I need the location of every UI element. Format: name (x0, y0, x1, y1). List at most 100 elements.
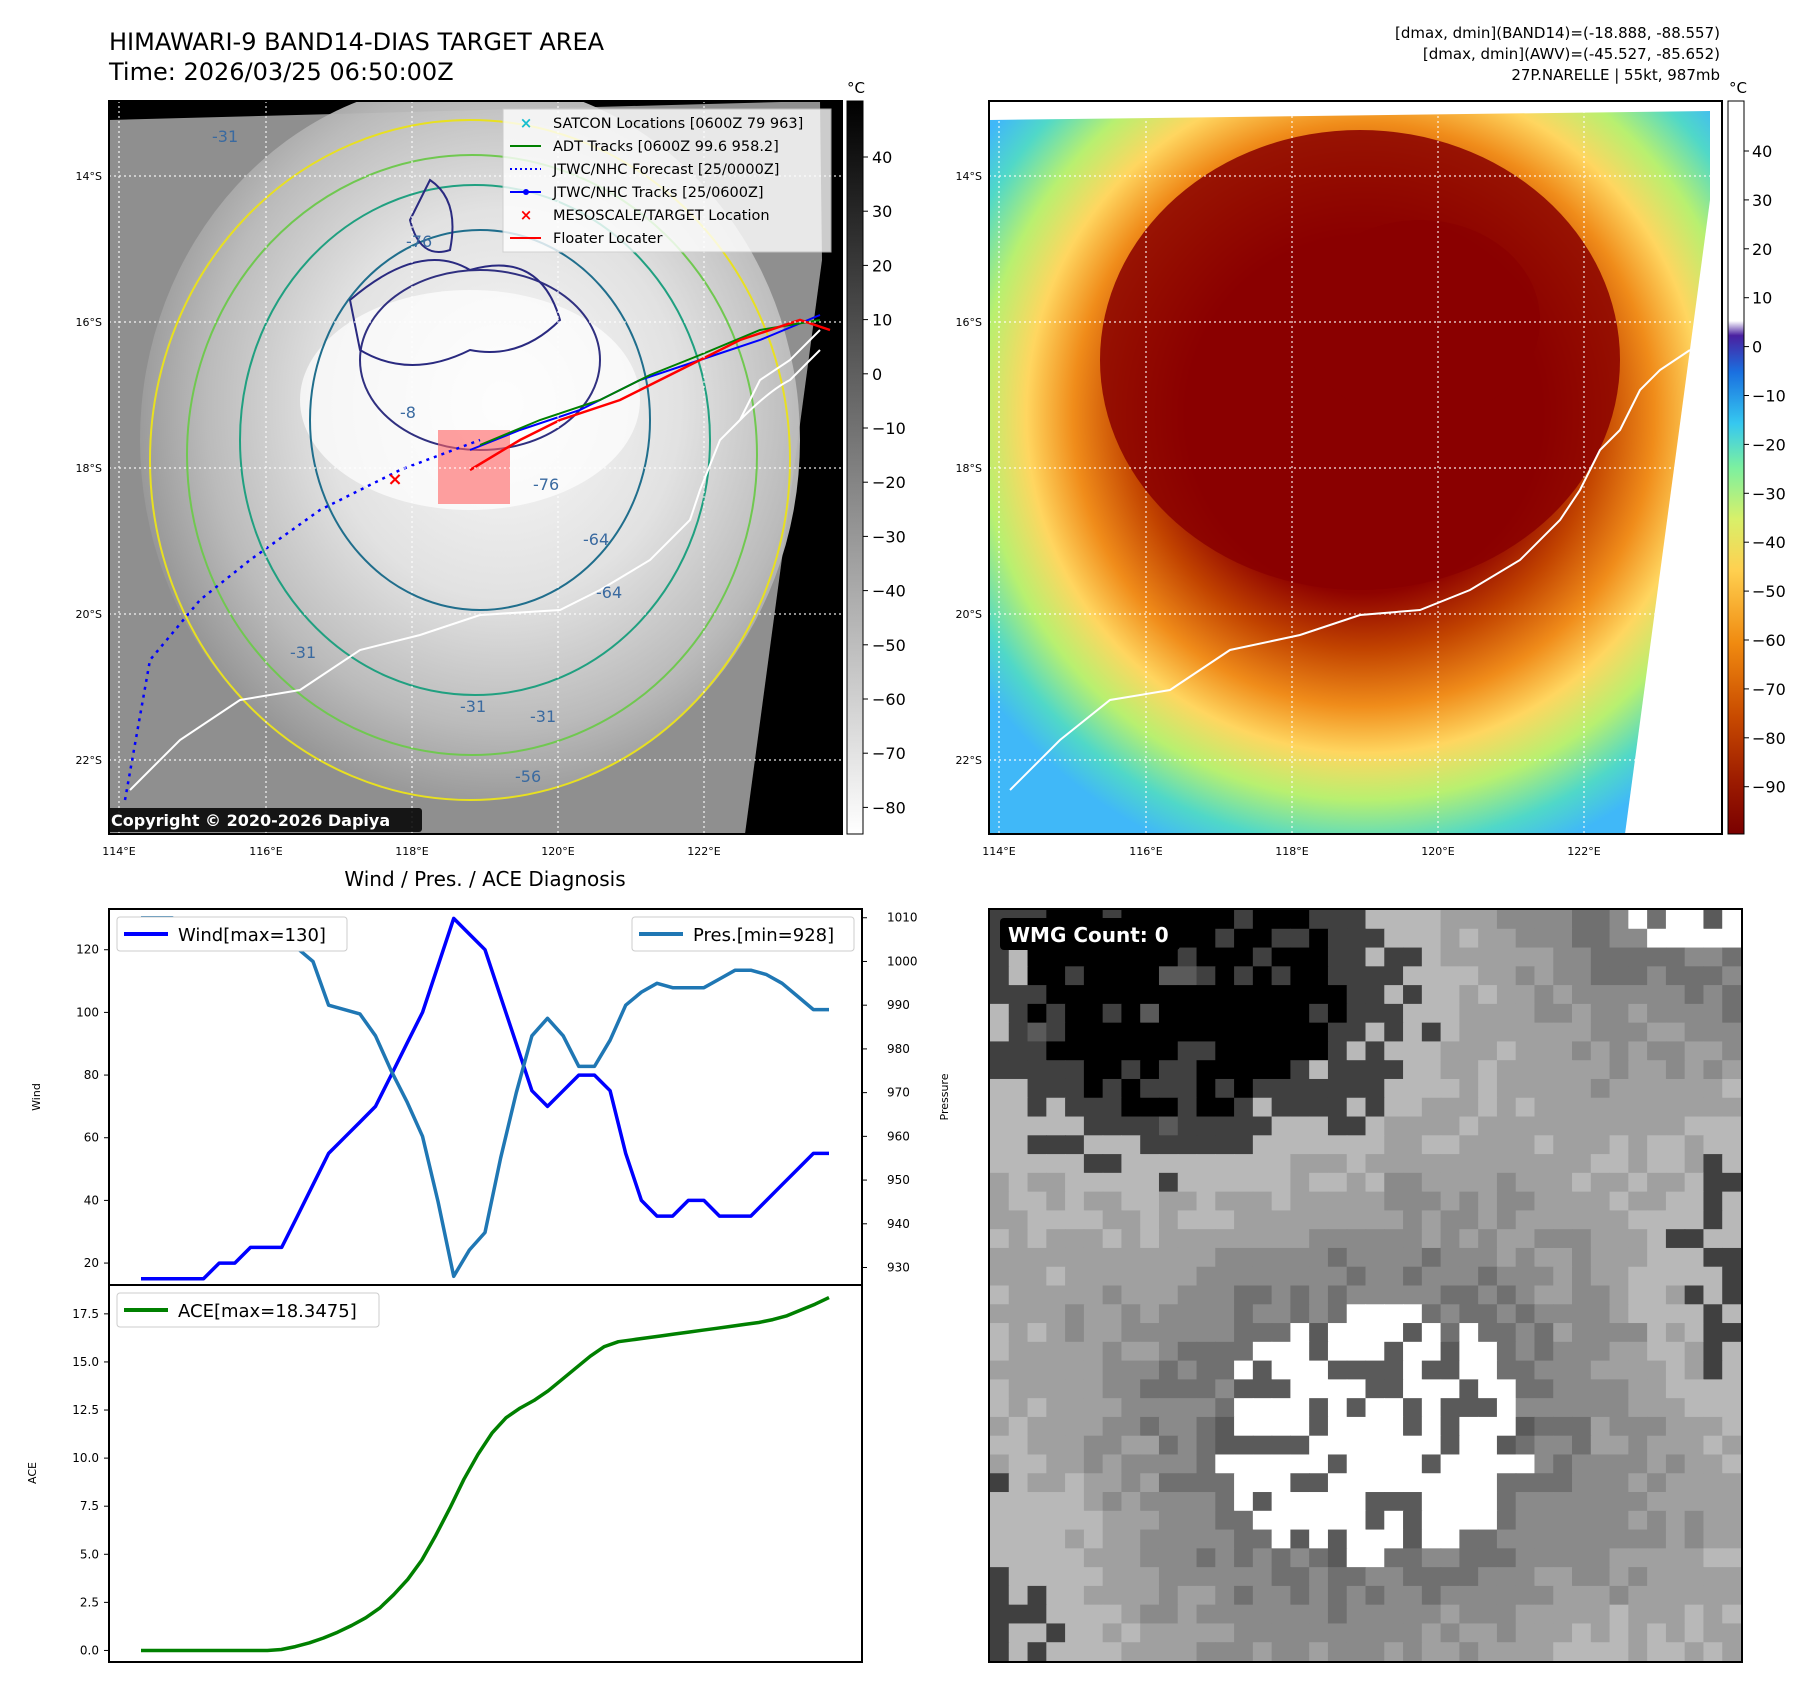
wmg-cell (990, 1623, 1010, 1643)
wmg-cell (1140, 1229, 1160, 1249)
wmg-cell (1703, 1435, 1723, 1456)
wmg-cell (1065, 1454, 1085, 1474)
wmg-cell (1365, 1642, 1385, 1662)
wmg-cell (1403, 1060, 1423, 1080)
wmg-cell (1046, 947, 1066, 967)
wmg-cell (1628, 947, 1648, 967)
wmg-cell (1553, 1285, 1573, 1305)
wmg-cell (1440, 1003, 1460, 1024)
wmg-cell (1496, 1398, 1517, 1418)
wmg-cell (1609, 1229, 1629, 1249)
wmg-cell (1215, 1078, 1235, 1099)
wmg-cell (1083, 1266, 1104, 1287)
wind-ytick-label: 20 (84, 1256, 99, 1270)
wmg-cell (1553, 1266, 1573, 1287)
wmg-cell (1196, 966, 1216, 986)
wmg-cell (1140, 1060, 1160, 1080)
wmg-cell (1459, 1022, 1479, 1043)
wmg-cell (1158, 1060, 1179, 1080)
wmg-cell (1421, 1529, 1442, 1549)
wmg-cell (1403, 1172, 1423, 1193)
wmg-cell (1440, 1229, 1460, 1249)
wmg-cell (1384, 1191, 1404, 1212)
wmg-cell (1384, 1041, 1404, 1061)
wmg-cell (1421, 1060, 1442, 1080)
wmg-cell (1102, 1341, 1123, 1362)
ir-colorbar-tick-label: −20 (872, 473, 906, 492)
wmg-cell (1459, 1078, 1479, 1099)
wmg-cell (1177, 1529, 1198, 1549)
wmg-cell (1158, 1003, 1179, 1024)
wmg-cell (1384, 1623, 1404, 1643)
wmg-cell (1215, 1135, 1235, 1155)
wmg-cell (1665, 1191, 1686, 1212)
wmg-cell (1496, 1379, 1517, 1399)
wmg-cell (1065, 1022, 1085, 1043)
wmg-cell (1478, 1266, 1498, 1287)
wmg-cell (1722, 1341, 1742, 1362)
wmg-cell (1647, 1003, 1667, 1024)
wmg-cell (1271, 1210, 1292, 1230)
wmg-cell (1478, 1172, 1498, 1193)
wmg-cell (1102, 1398, 1123, 1418)
wmg-cell (1572, 966, 1592, 986)
wmg-cell (1384, 966, 1404, 986)
wmg-cell (1027, 1435, 1047, 1456)
wmg-cell (1309, 1623, 1329, 1643)
wmg-cell (1384, 1398, 1404, 1418)
wmg-cell (1252, 1623, 1273, 1643)
ace-ytick-label: 5.0 (80, 1547, 99, 1561)
wmg-cell (1252, 947, 1273, 967)
awv-coastline (1009, 349, 1691, 791)
wmg-cell (1309, 1003, 1329, 1024)
wmg-cell (1346, 985, 1367, 1005)
wmg-cell (1309, 910, 1329, 930)
wmg-cell (1384, 1548, 1404, 1568)
wmg-cell (1327, 1304, 1348, 1324)
wmg-cell (1590, 1135, 1611, 1155)
wmg-cell (1271, 1323, 1292, 1343)
ir-colorbar-tick-label: 10 (872, 311, 892, 330)
awv-colorbar-tick-label: 40 (1752, 142, 1772, 161)
wmg-cell (1478, 1585, 1498, 1606)
wmg-cell (1327, 1247, 1348, 1268)
legend-label: JTWC/NHC Tracks [25/0600Z] (552, 185, 764, 201)
wmg-cell (1478, 1623, 1498, 1643)
wmg-cell (1403, 1529, 1423, 1549)
wmg-cell (990, 1510, 1010, 1531)
wmg-cell (1027, 1060, 1047, 1080)
wmg-cell (1496, 1154, 1517, 1174)
wmg-cell (1459, 1398, 1479, 1418)
wmg-cell (1346, 1304, 1367, 1324)
wmg-cell (1065, 1416, 1085, 1437)
wmg-cell (1215, 1435, 1235, 1456)
wmg-cell (1215, 1247, 1235, 1268)
wmg-cell (1177, 1229, 1198, 1249)
wmg-cell (1027, 1529, 1047, 1549)
wmg-cell (1496, 985, 1517, 1005)
wmg-cell (1365, 1585, 1385, 1606)
wmg-cell (1440, 928, 1460, 949)
contour-label: -64 (583, 530, 609, 549)
wmg-cell (1628, 1323, 1648, 1343)
wmg-cell (1008, 985, 1029, 1005)
wmg-cell (1515, 1492, 1536, 1512)
wmg-cell (1590, 1416, 1611, 1437)
wmg-cell (1553, 1323, 1573, 1343)
wmg-cell (1647, 1041, 1667, 1061)
wmg-cell (1140, 1191, 1160, 1212)
wmg-cell (1459, 1060, 1479, 1080)
wmg-cell (1572, 985, 1592, 1005)
wmg-cell (1647, 1078, 1667, 1099)
wmg-cell (1628, 1172, 1648, 1193)
wmg-cell (1684, 928, 1705, 949)
wmg-cell (1478, 1060, 1498, 1080)
wmg-cell (1196, 928, 1216, 949)
wmg-cell (1290, 1229, 1310, 1249)
wmg-cell (1158, 1492, 1179, 1512)
wmg-cell (1421, 1567, 1442, 1587)
wmg-cell (1271, 1492, 1292, 1512)
wmg-cell (1027, 1097, 1047, 1118)
wmg-cell (1215, 1323, 1235, 1343)
wmg-cell (1252, 1172, 1273, 1193)
